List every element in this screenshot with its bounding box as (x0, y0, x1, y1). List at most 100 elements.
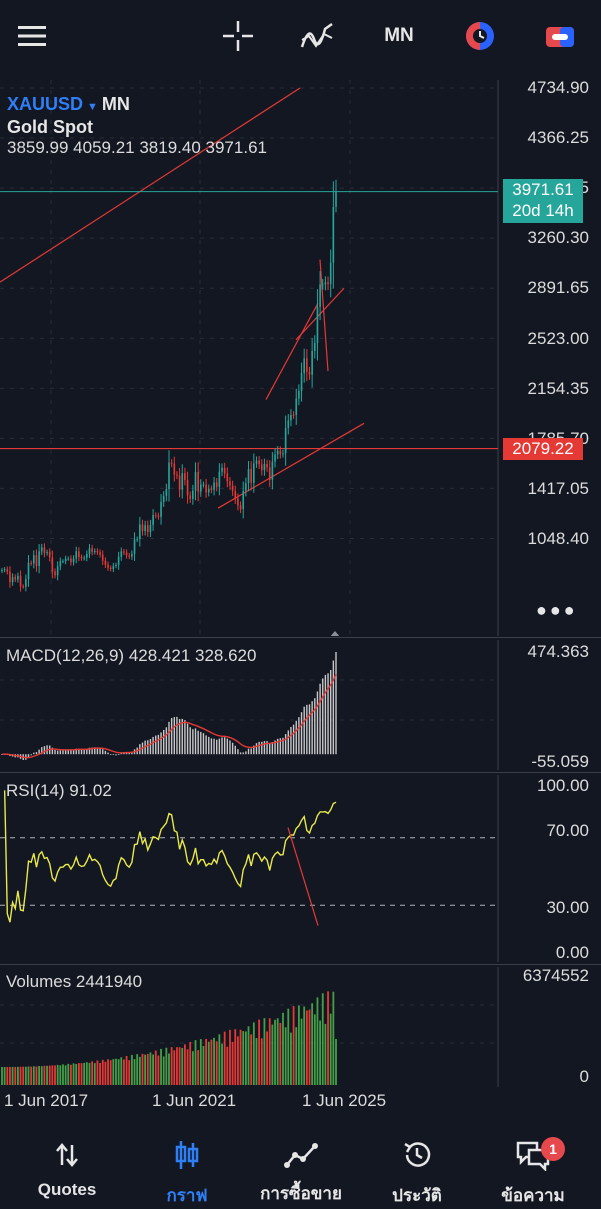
rsi-level-0: 0.00 (555, 943, 589, 962)
volume-bar (154, 1050, 157, 1085)
volume-bar (64, 1065, 67, 1085)
symbol-label[interactable]: XAUUSD (7, 94, 84, 114)
macd-bar (109, 754, 112, 755)
macd-bar (266, 741, 268, 755)
macd-bar (64, 749, 67, 755)
candle (335, 191, 337, 207)
volume-bar (70, 1064, 72, 1085)
candle (239, 505, 242, 510)
candle (72, 558, 75, 563)
panel-separator[interactable] (0, 964, 601, 965)
macd-bar (231, 742, 234, 755)
candle (186, 479, 189, 496)
macd-bar (308, 704, 311, 755)
candle (152, 515, 154, 525)
volume-bar (62, 1064, 64, 1085)
last-price-value: 3971.61 (512, 180, 574, 199)
one-click-trading-icon[interactable] (458, 16, 502, 56)
price-axis-label: 1048.40 (527, 528, 589, 548)
candle (329, 262, 332, 285)
volume-bar (218, 1034, 221, 1085)
nav-history[interactable]: ประวัติ (370, 1125, 464, 1205)
nav-trade[interactable]: การซื้อขาย (248, 1125, 354, 1203)
macd-bar (274, 740, 276, 755)
candle (107, 564, 109, 568)
volume-bar (46, 1065, 48, 1085)
rsi-chart[interactable] (0, 775, 601, 962)
nav-messages[interactable]: 1 ข้อความ (486, 1125, 580, 1205)
macd-bar (88, 747, 91, 755)
panel-separator[interactable] (0, 772, 601, 773)
candle (165, 489, 168, 496)
nav-chart[interactable]: กราฟ (140, 1125, 234, 1205)
timeframe-label: MN (384, 25, 414, 46)
volume-bar (308, 1009, 311, 1085)
scroll-marker (330, 631, 340, 636)
nav-label: กราฟ (166, 1186, 208, 1205)
macd-bar (284, 734, 287, 755)
macd-bar (205, 735, 207, 755)
volume-bar (3, 1066, 6, 1085)
macd-bar (149, 739, 152, 755)
volume-bar (335, 1039, 337, 1085)
candle (78, 551, 80, 558)
trade-panel-icon[interactable] (538, 16, 582, 56)
macd-bar (96, 747, 99, 755)
macd-bar (269, 742, 271, 755)
volume-bar (6, 1066, 9, 1085)
unread-badge: 1 (541, 1137, 565, 1161)
macd-signal-line (1, 674, 337, 759)
macd-bar (324, 674, 327, 755)
candle (59, 561, 62, 567)
quotes-icon (53, 1141, 81, 1174)
symbol-dropdown-icon[interactable]: ▼ (87, 101, 98, 113)
candle (54, 571, 56, 576)
volume-bar (24, 1066, 27, 1085)
panel-separator[interactable] (0, 637, 601, 638)
volume-bar (178, 1047, 181, 1085)
candle (205, 484, 207, 493)
volume-bar (242, 1031, 245, 1085)
macd-chart[interactable] (0, 640, 601, 770)
chart-icon (172, 1139, 202, 1176)
nav-quotes[interactable]: Quotes (20, 1125, 114, 1200)
macd-bar (176, 716, 178, 755)
volume-chart[interactable] (0, 967, 601, 1087)
candle (234, 491, 237, 499)
volume-bar (332, 991, 335, 1085)
candle (51, 557, 54, 572)
nav-label: ประวัติ (392, 1186, 442, 1205)
more-options-icon[interactable]: ●●● (536, 600, 578, 620)
timeframe-button[interactable]: MN (374, 16, 424, 56)
volume-bar (327, 991, 329, 1085)
candle (125, 552, 128, 556)
indicators-icon[interactable] (294, 16, 340, 56)
macd-axis-top: 474.363 (527, 642, 589, 661)
crosshair-icon[interactable] (216, 16, 260, 56)
menu-icon[interactable] (10, 16, 54, 56)
trend-line (287, 827, 319, 926)
trade-icon (284, 1141, 318, 1174)
macd-bar (261, 741, 263, 755)
volume-bar (263, 1018, 266, 1085)
macd-bar (216, 739, 218, 755)
volume-bar (128, 1060, 131, 1085)
macd-bar (311, 701, 313, 755)
timeframe-text: MN (101, 94, 130, 114)
macd-bar (41, 747, 43, 755)
macd-bar (197, 730, 199, 755)
price-axis-label: 3260.30 (527, 228, 589, 248)
volume-bar (213, 1037, 215, 1085)
macd-bar (192, 729, 194, 755)
price-chart[interactable] (0, 80, 601, 636)
messages-icon: 1 (515, 1137, 565, 1176)
candle (91, 548, 93, 552)
volume-bar (152, 1054, 154, 1085)
volume-bar (149, 1052, 152, 1085)
candle (271, 461, 274, 480)
volume-bar (215, 1041, 218, 1085)
candle (64, 558, 67, 562)
macd-bar (59, 750, 62, 755)
price-axis-label: 4734.90 (527, 78, 589, 97)
rsi-level-100: 100.00 (537, 776, 589, 795)
